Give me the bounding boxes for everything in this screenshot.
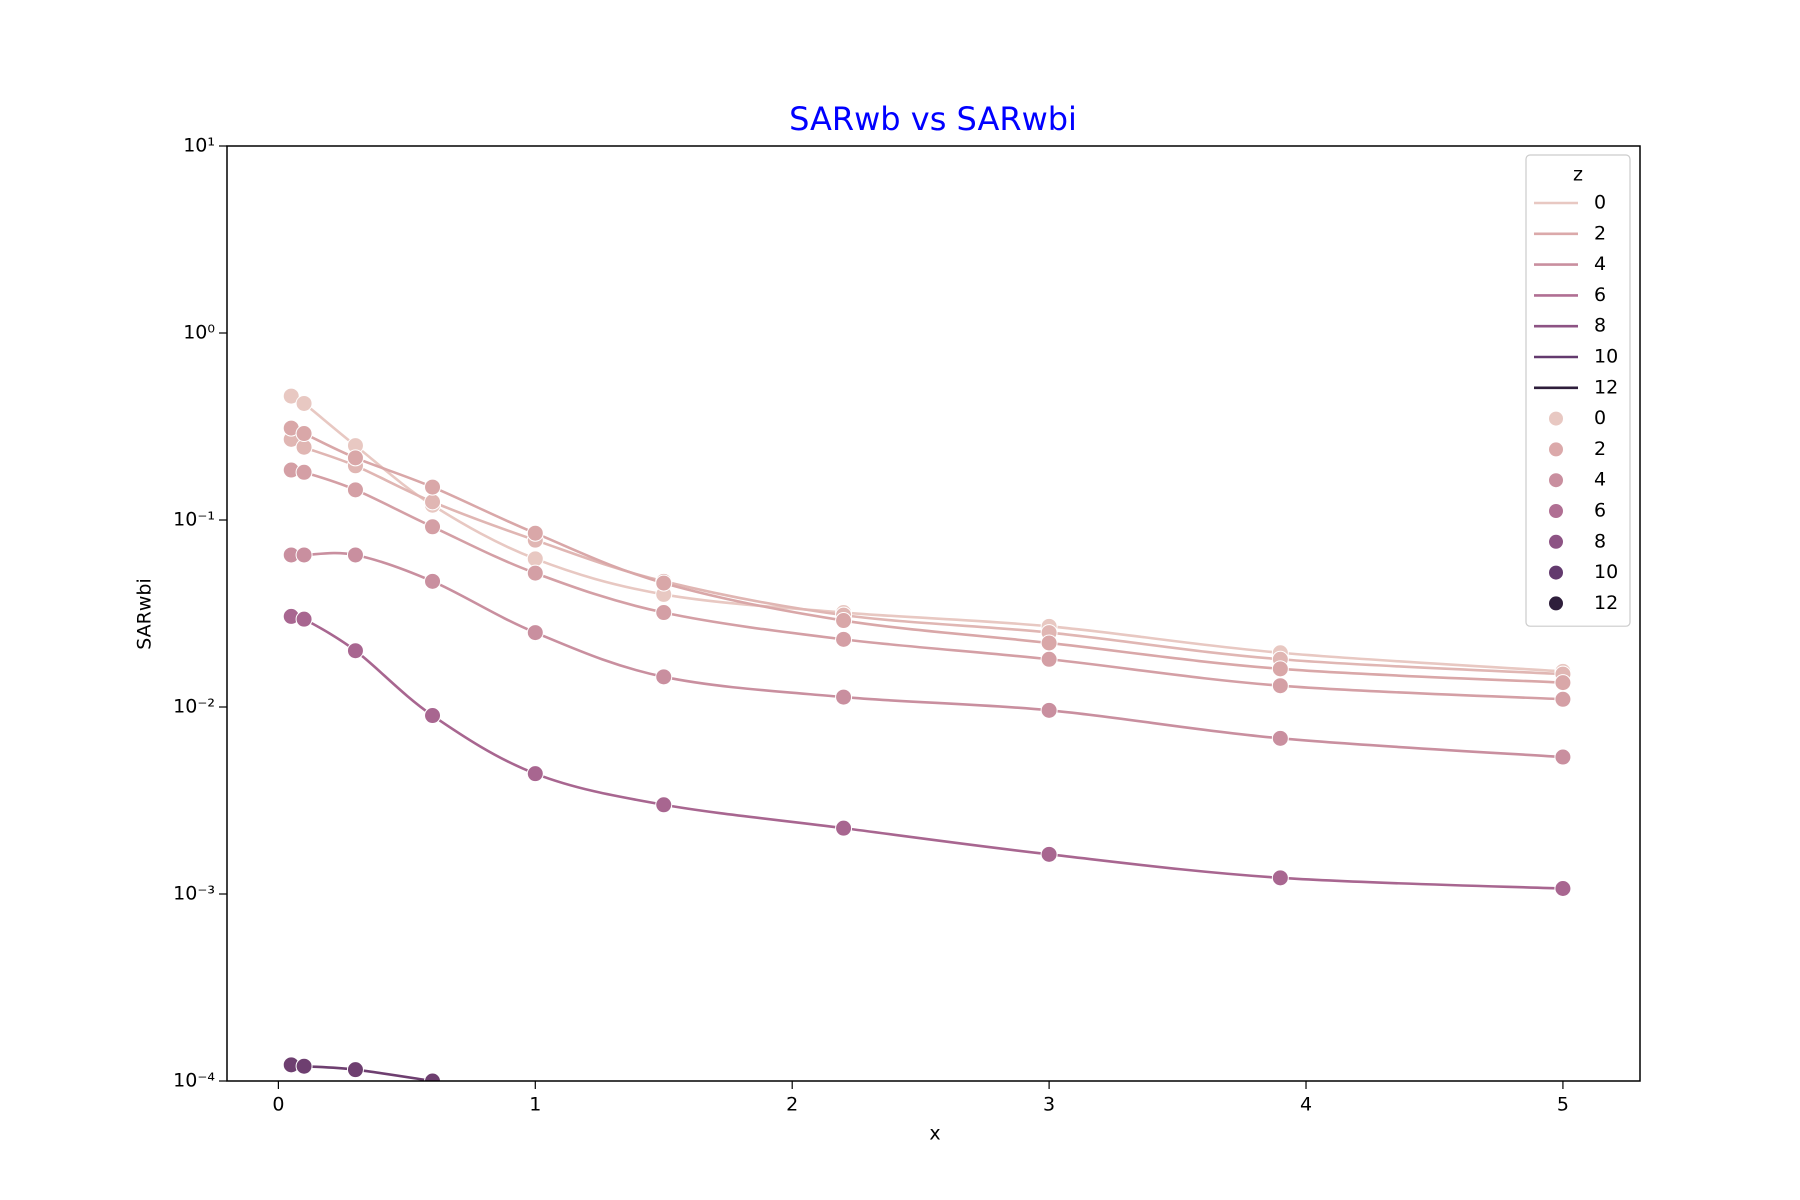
legend-marker <box>1548 410 1564 427</box>
data-point <box>282 387 300 405</box>
series-line <box>290 614 1563 890</box>
legend-label: 0 <box>1594 192 1606 214</box>
legend-label: 2 <box>1594 222 1606 244</box>
y-tick-label: 10¹ <box>183 135 215 157</box>
data-point <box>295 425 313 443</box>
x-tick-label: 2 <box>786 1094 798 1116</box>
data-point <box>1554 674 1572 692</box>
plot-area <box>282 387 1572 1081</box>
data-point <box>346 642 364 660</box>
data-point <box>655 574 673 592</box>
data-point <box>346 546 364 564</box>
data-point <box>346 481 364 499</box>
data-point <box>424 493 442 511</box>
data-point <box>424 1072 442 1081</box>
data-point <box>526 524 544 542</box>
legend-label: 8 <box>1594 530 1606 552</box>
x-tick-label: 5 <box>1557 1094 1569 1116</box>
data-point <box>346 1061 364 1079</box>
x-tick-label: 3 <box>1043 1094 1055 1116</box>
legend-marker <box>1548 472 1564 489</box>
data-point <box>1271 869 1289 887</box>
data-point <box>424 572 442 590</box>
data-point <box>295 546 313 564</box>
legend-label: 4 <box>1594 469 1606 491</box>
data-point <box>1040 701 1058 719</box>
data-point <box>526 765 544 783</box>
legend-marker <box>1548 595 1564 612</box>
data-point <box>1271 660 1289 678</box>
y-axis-label: SARwbi <box>134 578 156 650</box>
y-tick-label: 10⁻² <box>173 696 215 718</box>
y-tick-label: 10⁰ <box>183 322 215 344</box>
data-point <box>526 624 544 642</box>
legend-label: 10 <box>1594 561 1618 583</box>
data-point <box>1271 677 1289 695</box>
legend-label: 8 <box>1594 315 1606 337</box>
legend-label: 10 <box>1594 346 1618 368</box>
data-point <box>1040 650 1058 668</box>
y-tick-label: 10⁻⁴ <box>173 1070 215 1092</box>
data-point <box>526 550 544 568</box>
data-point <box>1554 690 1572 708</box>
legend-label: 0 <box>1594 407 1606 429</box>
y-tick-label: 10⁻³ <box>173 883 215 905</box>
data-point <box>295 463 313 481</box>
data-point <box>835 612 853 630</box>
data-point <box>1554 880 1572 898</box>
data-point <box>835 630 853 648</box>
data-point <box>655 796 673 814</box>
x-axis-label: x <box>929 1123 940 1145</box>
chart-title: SARwb vs SARwbi <box>789 100 1077 138</box>
data-point <box>526 564 544 582</box>
data-point <box>1554 748 1572 766</box>
data-point <box>346 449 364 467</box>
legend-title: z <box>1573 164 1583 186</box>
legend-label: 12 <box>1594 376 1618 398</box>
data-point <box>424 478 442 496</box>
legend-marker <box>1548 503 1564 519</box>
legend-marker <box>1548 441 1564 458</box>
data-point <box>295 1057 313 1075</box>
series-line <box>291 551 1564 759</box>
legend-label: 4 <box>1594 253 1606 275</box>
data-point <box>424 518 442 536</box>
data-point <box>655 668 673 686</box>
x-tick-label: 0 <box>272 1094 284 1116</box>
data-point <box>835 688 853 706</box>
legend-label: 6 <box>1594 500 1606 522</box>
data-point <box>295 610 313 628</box>
series-line <box>290 426 1563 684</box>
data-point <box>1040 634 1058 652</box>
data-point <box>835 819 853 837</box>
data-point <box>295 394 313 412</box>
data-point <box>424 707 442 725</box>
series-line <box>290 438 1563 676</box>
legend-label: 6 <box>1594 284 1606 306</box>
data-point <box>1040 845 1058 863</box>
legend-marker <box>1548 533 1564 550</box>
x-tick-label: 1 <box>529 1094 541 1116</box>
x-tick-label: 4 <box>1300 1094 1312 1116</box>
legend-label: 12 <box>1594 592 1618 614</box>
data-point <box>1271 729 1289 747</box>
data-point <box>655 604 673 622</box>
axes-frame <box>226 145 1641 1082</box>
y-tick-label: 10⁻¹ <box>173 509 215 531</box>
legend-marker <box>1548 564 1564 581</box>
legend-label: 2 <box>1594 438 1606 460</box>
